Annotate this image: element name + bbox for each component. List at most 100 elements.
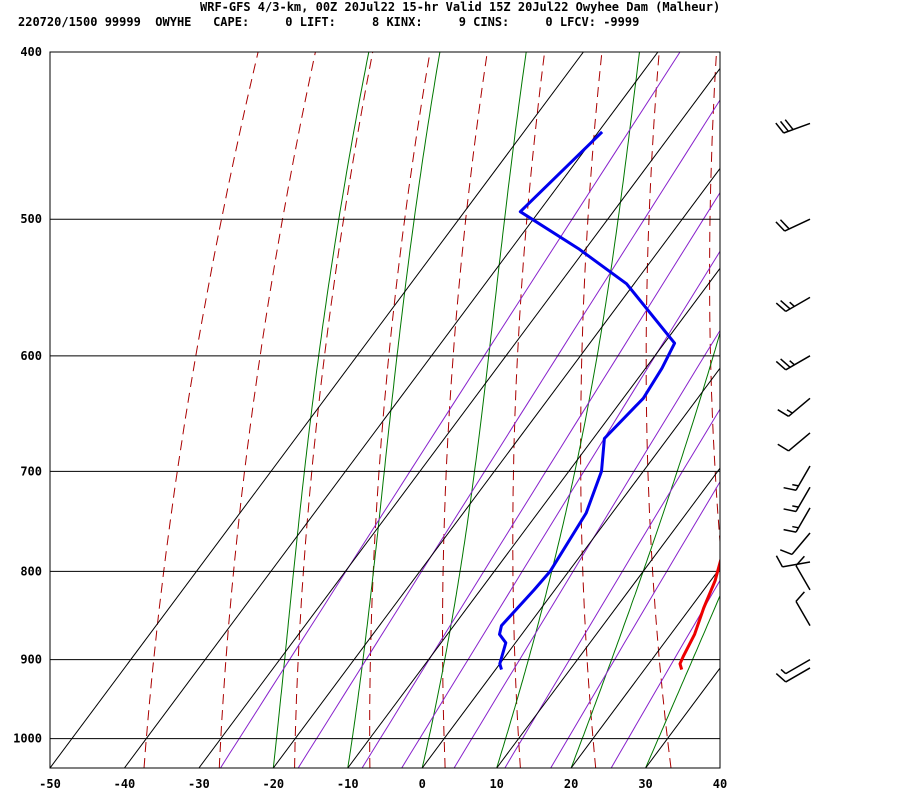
wind-barb-staff [795,565,811,591]
mixing-ratio-line [297,99,720,768]
wind-barb-staff [785,355,811,371]
mixing-ratio-line [610,579,720,768]
mixing-ratio-line [361,191,720,768]
isotherm-line [50,52,584,768]
wind-barb-feather [775,672,787,683]
dry-adiabat-line [831,52,897,768]
axis-tick-labels: 400 500 600 700 800 900 1000 -50 -40 -30 -20 -10 0 10… [13,45,727,791]
dry-adiabat-line [143,52,259,768]
wind-barb-half-feather [792,525,799,529]
isotherm-line [421,367,720,768]
mixing-ratio-line [401,250,720,768]
wind-barb-half-feather [786,409,793,414]
wind-barb-half-feather [792,483,799,487]
x-tick-label: -30 [188,777,210,791]
plot-frame [49,51,721,769]
dry-adiabat-line [709,52,720,548]
wind-barb [780,659,811,675]
background-lines [50,52,897,768]
moist-adiabat-line [272,52,370,768]
sounding-profiles [498,130,720,671]
y-tick-label: 400 [20,45,42,59]
mixing-ratio-line [504,408,720,768]
moist-adiabat-line [347,52,441,768]
wind-barb-staff [783,122,811,134]
dry-adiabat-line [580,52,603,768]
wind-barb-feather [780,358,791,368]
wind-barb-staff [784,218,811,232]
wind-barb-staff [785,296,811,313]
wind-barb-feather [779,120,789,132]
wind-barb [777,432,811,452]
wind-barb-staff [788,432,811,452]
isotherm-line [272,167,720,768]
isotherm-line [645,667,720,768]
wind-barb-feather [784,119,794,131]
y-tick-label: 900 [20,653,42,667]
wind-barb-feather [779,219,790,230]
wind-barb-staff [785,659,811,675]
dry-adiabat-line [645,52,672,768]
wind-barb-feather [775,360,787,371]
wind-barb-feather [777,409,789,417]
dry-adiabat-line [218,52,316,768]
wind-barb-feather [783,528,797,533]
wind-barb-feather [783,486,797,491]
dewpoint-profile-line [498,130,677,671]
y-tick-label: 700 [20,464,42,478]
y-tick-label: 600 [20,349,42,363]
x-tick-label: 10 [489,777,503,791]
moist-adiabat-line [496,52,640,768]
x-tick-label: -10 [337,777,359,791]
wind-barb [775,296,811,313]
x-tick-label: -50 [39,777,61,791]
wind-barb [775,555,811,568]
wind-barb-staff [788,397,811,417]
dry-adiabat-line [441,52,488,768]
wind-barb [775,218,811,232]
wind-barb-half-feather [780,668,787,675]
wind-barb-feather [775,221,786,232]
wind-barb [783,465,811,491]
wind-barb-feather [775,555,784,568]
isotherm-line [347,267,720,768]
isotherm-line [123,52,659,768]
wind-barb-staff [795,486,811,512]
wind-barb-half-feather [789,301,795,307]
y-tick-label: 800 [20,564,42,578]
x-tick-label: 20 [564,777,578,791]
wind-barb [795,555,811,591]
wind-barb-staff [795,465,811,491]
mixing-ratio-line [550,480,720,768]
temperature-profile-line [678,557,720,671]
moist-adiabat-line [645,594,720,768]
wind-barb-column [775,119,811,683]
wind-barb [795,591,811,626]
isotherm-isobar-grid [50,51,720,740]
wind-barb-staff [785,667,811,683]
wind-barb-staff [782,561,811,568]
chart-title: WRF-GFS 4/3-km, 00Z 20Jul22 15-hr Valid … [200,0,720,14]
wind-barb-feather [795,591,805,602]
y-tick-label: 1000 [13,732,42,746]
wind-barb-feather [779,549,793,556]
moist-adiabat-line [421,52,527,768]
wind-barb-staff [795,600,811,626]
wind-barb [783,486,811,513]
wind-barb-feather [775,302,787,312]
y-tick-label: 500 [20,212,42,226]
wind-barb-staff [795,507,811,533]
x-tick-label: -20 [262,777,284,791]
wind-barb-feather [777,443,789,452]
dry-adiabat-line [294,52,374,768]
wind-barb-feather [775,122,785,134]
wind-barb-half-feather [792,505,799,508]
x-tick-label: 0 [419,777,426,791]
x-tick-label: 40 [713,777,727,791]
x-tick-label: 30 [638,777,652,791]
isotherm-line [496,467,720,768]
x-tick-label: -40 [114,777,136,791]
wind-barb [775,119,811,134]
isotherm-line [719,767,720,768]
